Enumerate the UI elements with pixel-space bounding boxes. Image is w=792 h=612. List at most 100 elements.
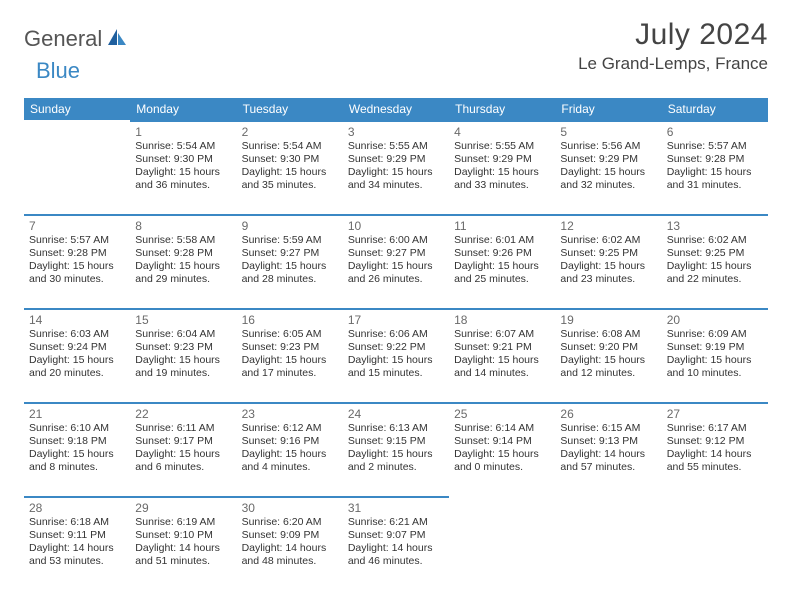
day-number: 31 [348,501,444,515]
logo-text-general: General [24,26,102,52]
sunset-line: Sunset: 9:23 PM [135,341,231,354]
sunrise-line: Sunrise: 6:10 AM [29,422,125,435]
calendar-cell: 5Sunrise: 5:56 AMSunset: 9:29 PMDaylight… [555,120,661,214]
daylight-line: Daylight: 15 hours and 2 minutes. [348,448,444,474]
calendar-cell: 30Sunrise: 6:20 AMSunset: 9:09 PMDayligh… [237,496,343,590]
daylight-line: Daylight: 15 hours and 30 minutes. [29,260,125,286]
sunrise-line: Sunrise: 6:04 AM [135,328,231,341]
sunrise-line: Sunrise: 6:21 AM [348,516,444,529]
day-number: 30 [242,501,338,515]
calendar-cell: 29Sunrise: 6:19 AMSunset: 9:10 PMDayligh… [130,496,236,590]
sunset-line: Sunset: 9:21 PM [454,341,550,354]
daylight-line: Daylight: 15 hours and 10 minutes. [667,354,763,380]
calendar-cell: 27Sunrise: 6:17 AMSunset: 9:12 PMDayligh… [662,402,768,496]
sunrise-line: Sunrise: 6:19 AM [135,516,231,529]
calendar-cell: 12Sunrise: 6:02 AMSunset: 9:25 PMDayligh… [555,214,661,308]
weekday-header: Wednesday [343,98,449,120]
daylight-line: Daylight: 15 hours and 35 minutes. [242,166,338,192]
daylight-line: Daylight: 15 hours and 34 minutes. [348,166,444,192]
day-number: 6 [667,125,763,139]
day-number: 26 [560,407,656,421]
daylight-line: Daylight: 15 hours and 8 minutes. [29,448,125,474]
daylight-line: Daylight: 15 hours and 31 minutes. [667,166,763,192]
day-number: 20 [667,313,763,327]
daylight-line: Daylight: 15 hours and 6 minutes. [135,448,231,474]
sunset-line: Sunset: 9:25 PM [667,247,763,260]
day-number: 8 [135,219,231,233]
sunrise-line: Sunrise: 6:02 AM [560,234,656,247]
day-number: 27 [667,407,763,421]
day-number: 14 [29,313,125,327]
calendar-cell: 9Sunrise: 5:59 AMSunset: 9:27 PMDaylight… [237,214,343,308]
sunrise-line: Sunrise: 5:54 AM [242,140,338,153]
sunrise-line: Sunrise: 6:08 AM [560,328,656,341]
sunset-line: Sunset: 9:12 PM [667,435,763,448]
day-number: 11 [454,219,550,233]
calendar-cell: 11Sunrise: 6:01 AMSunset: 9:26 PMDayligh… [449,214,555,308]
sunrise-line: Sunrise: 6:15 AM [560,422,656,435]
calendar-cell: 1Sunrise: 5:54 AMSunset: 9:30 PMDaylight… [130,120,236,214]
sunrise-line: Sunrise: 6:17 AM [667,422,763,435]
sunset-line: Sunset: 9:07 PM [348,529,444,542]
sunset-line: Sunset: 9:25 PM [560,247,656,260]
daylight-line: Daylight: 15 hours and 19 minutes. [135,354,231,380]
day-number: 15 [135,313,231,327]
sunset-line: Sunset: 9:23 PM [242,341,338,354]
calendar-cell: 26Sunrise: 6:15 AMSunset: 9:13 PMDayligh… [555,402,661,496]
sunset-line: Sunset: 9:29 PM [454,153,550,166]
day-number: 25 [454,407,550,421]
daylight-line: Daylight: 15 hours and 23 minutes. [560,260,656,286]
calendar-row: 1Sunrise: 5:54 AMSunset: 9:30 PMDaylight… [24,120,768,214]
daylight-line: Daylight: 14 hours and 55 minutes. [667,448,763,474]
weekday-header: Tuesday [237,98,343,120]
logo: General [24,18,130,52]
day-number: 10 [348,219,444,233]
calendar-cell: 7Sunrise: 5:57 AMSunset: 9:28 PMDaylight… [24,214,130,308]
daylight-line: Daylight: 15 hours and 20 minutes. [29,354,125,380]
sunset-line: Sunset: 9:24 PM [29,341,125,354]
daylight-line: Daylight: 15 hours and 36 minutes. [135,166,231,192]
calendar-cell: 4Sunrise: 5:55 AMSunset: 9:29 PMDaylight… [449,120,555,214]
sunrise-line: Sunrise: 5:54 AM [135,140,231,153]
logo-text-blue: Blue [36,58,80,84]
daylight-line: Daylight: 14 hours and 46 minutes. [348,542,444,568]
sunrise-line: Sunrise: 6:01 AM [454,234,550,247]
daylight-line: Daylight: 15 hours and 15 minutes. [348,354,444,380]
day-number: 29 [135,501,231,515]
sunset-line: Sunset: 9:09 PM [242,529,338,542]
day-number: 3 [348,125,444,139]
calendar-cell: 6Sunrise: 5:57 AMSunset: 9:28 PMDaylight… [662,120,768,214]
sunrise-line: Sunrise: 5:59 AM [242,234,338,247]
calendar-cell: 18Sunrise: 6:07 AMSunset: 9:21 PMDayligh… [449,308,555,402]
calendar-cell: 14Sunrise: 6:03 AMSunset: 9:24 PMDayligh… [24,308,130,402]
calendar-row: 14Sunrise: 6:03 AMSunset: 9:24 PMDayligh… [24,308,768,402]
sunset-line: Sunset: 9:27 PM [348,247,444,260]
sunrise-line: Sunrise: 6:20 AM [242,516,338,529]
day-number: 24 [348,407,444,421]
calendar-cell: 25Sunrise: 6:14 AMSunset: 9:14 PMDayligh… [449,402,555,496]
calendar-row: 7Sunrise: 5:57 AMSunset: 9:28 PMDaylight… [24,214,768,308]
sunset-line: Sunset: 9:11 PM [29,529,125,542]
day-number: 23 [242,407,338,421]
weekday-header: Friday [555,98,661,120]
sunrise-line: Sunrise: 6:07 AM [454,328,550,341]
calendar-cell: 16Sunrise: 6:05 AMSunset: 9:23 PMDayligh… [237,308,343,402]
sunset-line: Sunset: 9:15 PM [348,435,444,448]
calendar-cell: 20Sunrise: 6:09 AMSunset: 9:19 PMDayligh… [662,308,768,402]
daylight-line: Daylight: 15 hours and 32 minutes. [560,166,656,192]
sunset-line: Sunset: 9:17 PM [135,435,231,448]
day-number: 1 [135,125,231,139]
sunrise-line: Sunrise: 6:05 AM [242,328,338,341]
daylight-line: Daylight: 15 hours and 25 minutes. [454,260,550,286]
day-number: 7 [29,219,125,233]
calendar-cell: 10Sunrise: 6:00 AMSunset: 9:27 PMDayligh… [343,214,449,308]
sunrise-line: Sunrise: 6:03 AM [29,328,125,341]
calendar-cell: 19Sunrise: 6:08 AMSunset: 9:20 PMDayligh… [555,308,661,402]
sunset-line: Sunset: 9:28 PM [135,247,231,260]
sunrise-line: Sunrise: 6:09 AM [667,328,763,341]
calendar-cell [662,496,768,590]
daylight-line: Daylight: 14 hours and 48 minutes. [242,542,338,568]
weekday-header: Monday [130,98,236,120]
sunset-line: Sunset: 9:28 PM [667,153,763,166]
daylight-line: Daylight: 14 hours and 53 minutes. [29,542,125,568]
